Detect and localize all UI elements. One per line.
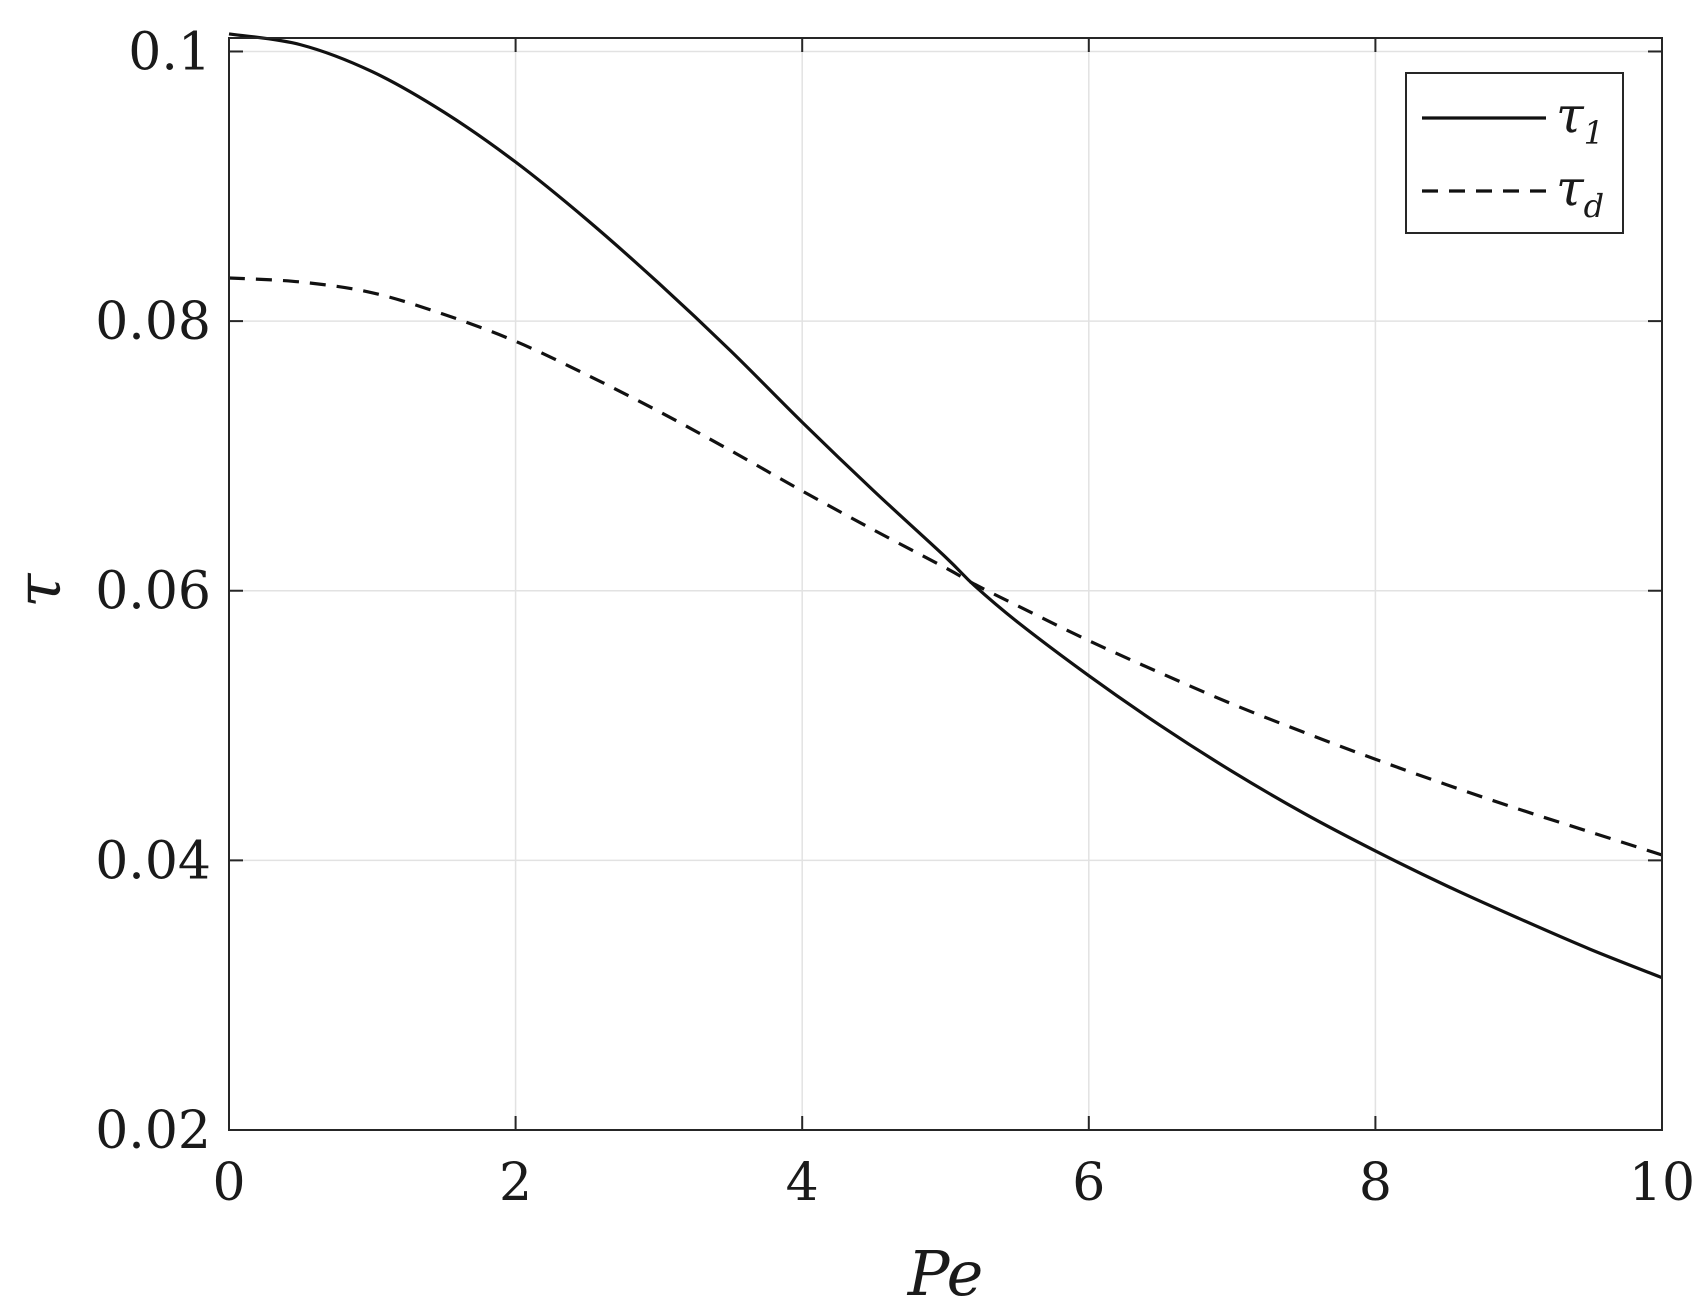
x-tick-label: 6 <box>1072 1153 1105 1213</box>
legend-label-tau-1: τ1 <box>1556 86 1604 152</box>
y-tick-label: 0.1 <box>128 22 211 82</box>
y-axis-label: τ <box>2 572 75 608</box>
x-axis-ticks <box>228 38 1663 1130</box>
legend-label-tau-1-symbol: τ <box>1556 86 1585 144</box>
y-tick-labels: 0.02 0.04 0.06 0.08 0.1 <box>95 22 211 1161</box>
legend: τ1 τd <box>1405 72 1624 234</box>
legend-box <box>1405 72 1624 234</box>
y-tick-label: 0.06 <box>95 562 211 622</box>
y-axis-ticks <box>229 50 1662 1131</box>
series-line-tau-d <box>228 276 1663 857</box>
y-tick-label: 0.08 <box>95 292 211 352</box>
series-line-tau-1 <box>228 32 1663 980</box>
legend-label-tau-1-subscript: 1 <box>1584 114 1604 152</box>
legend-label-tau-d: τd <box>1556 159 1604 225</box>
plot-area-frame <box>228 37 1663 1131</box>
y-tick-label: 0.04 <box>95 831 211 891</box>
x-tick-label: 8 <box>1359 1153 1392 1213</box>
x-tick-label: 4 <box>786 1153 819 1213</box>
x-tick-labels: 0 2 4 6 8 10 <box>212 1153 1695 1213</box>
legend-label-tau-d-subscript: d <box>1584 187 1604 225</box>
x-tick-label: 0 <box>212 1153 245 1213</box>
x-tick-label: 10 <box>1629 1153 1695 1213</box>
y-tick-label: 0.02 <box>95 1101 211 1161</box>
x-tick-label: 2 <box>499 1153 532 1213</box>
x-axis-label: Pe <box>907 1237 984 1310</box>
legend-label-tau-d-symbol: τ <box>1556 159 1585 217</box>
series-lines <box>228 32 1663 980</box>
